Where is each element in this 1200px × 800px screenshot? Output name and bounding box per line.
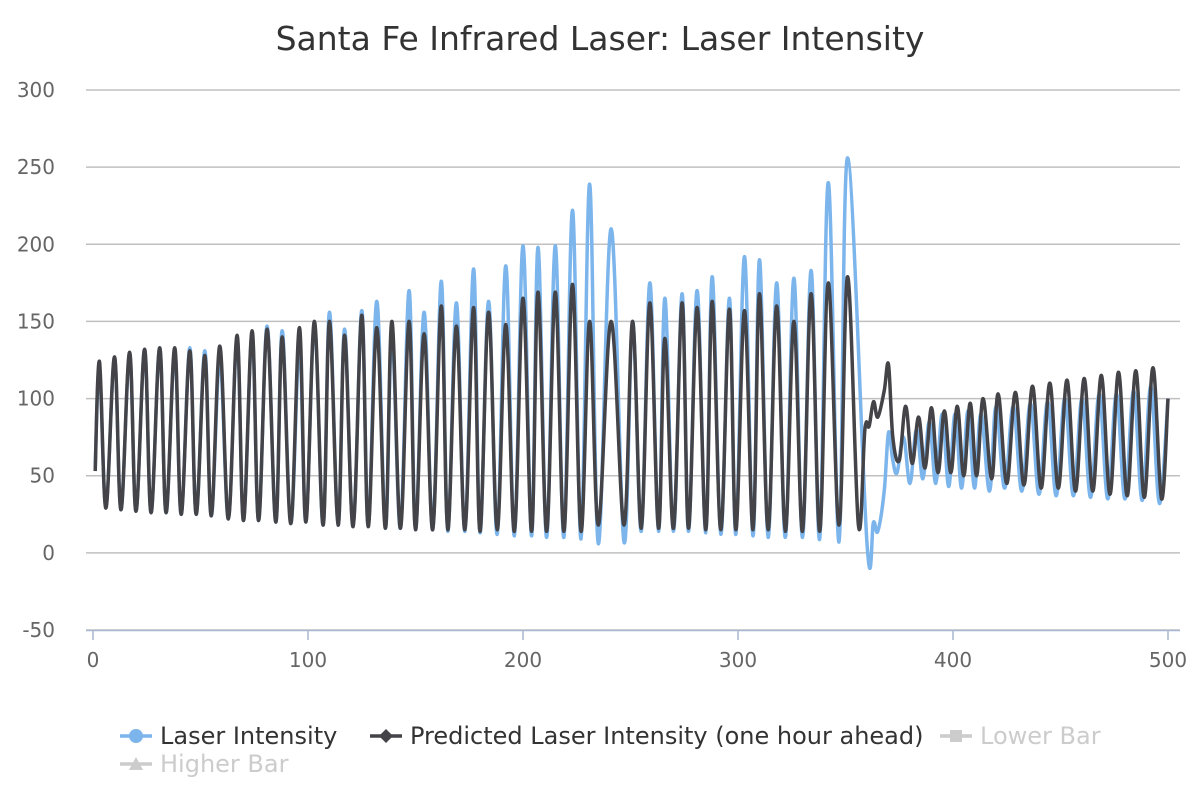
series-lines [93, 156, 1170, 570]
legend: Laser Intensity Predicted Laser Intensity… [120, 722, 1101, 778]
y-tick-label: 150 [17, 309, 55, 333]
y-tick-label: 100 [17, 387, 55, 411]
chart-title: Santa Fe Infrared Laser: Laser Intensity [276, 19, 925, 58]
x-tick-label: 200 [504, 648, 542, 672]
x-tick-label: 300 [719, 648, 757, 672]
legend-label: Predicted Laser Intensity (one hour ahea… [410, 722, 923, 750]
legend-diamond-marker [379, 729, 393, 743]
legend-label: Laser Intensity [160, 722, 337, 750]
x-tick-label: 400 [934, 648, 972, 672]
y-tick-label: 250 [17, 155, 55, 179]
y-tick-label: 0 [42, 541, 55, 565]
x-tick-label: 0 [87, 648, 100, 672]
legend-item-3[interactable]: Higher Bar [120, 750, 289, 778]
legend-item-2[interactable]: Lower Bar [940, 722, 1101, 750]
legend-label: Higher Bar [160, 750, 289, 778]
legend-item-1[interactable]: Predicted Laser Intensity (one hour ahea… [370, 722, 923, 750]
x-axis: 0 100 200 300 400 500 [86, 629, 1187, 672]
x-tick-label: 500 [1149, 648, 1187, 672]
y-axis-ticks: -50 0 50 100 150 200 250 300 [17, 78, 55, 642]
series-line-1 [93, 274, 1170, 534]
x-tick-label: 100 [289, 648, 327, 672]
legend-label: Lower Bar [980, 722, 1101, 750]
y-tick-label: -50 [22, 618, 55, 642]
legend-triangle-marker [129, 757, 143, 770]
y-tick-label: 300 [17, 78, 55, 102]
legend-circle-marker [129, 729, 143, 743]
y-tick-label: 200 [17, 232, 55, 256]
y-tick-label: 50 [30, 464, 55, 488]
legend-item-0[interactable]: Laser Intensity [120, 722, 337, 750]
legend-square-marker [950, 730, 962, 742]
